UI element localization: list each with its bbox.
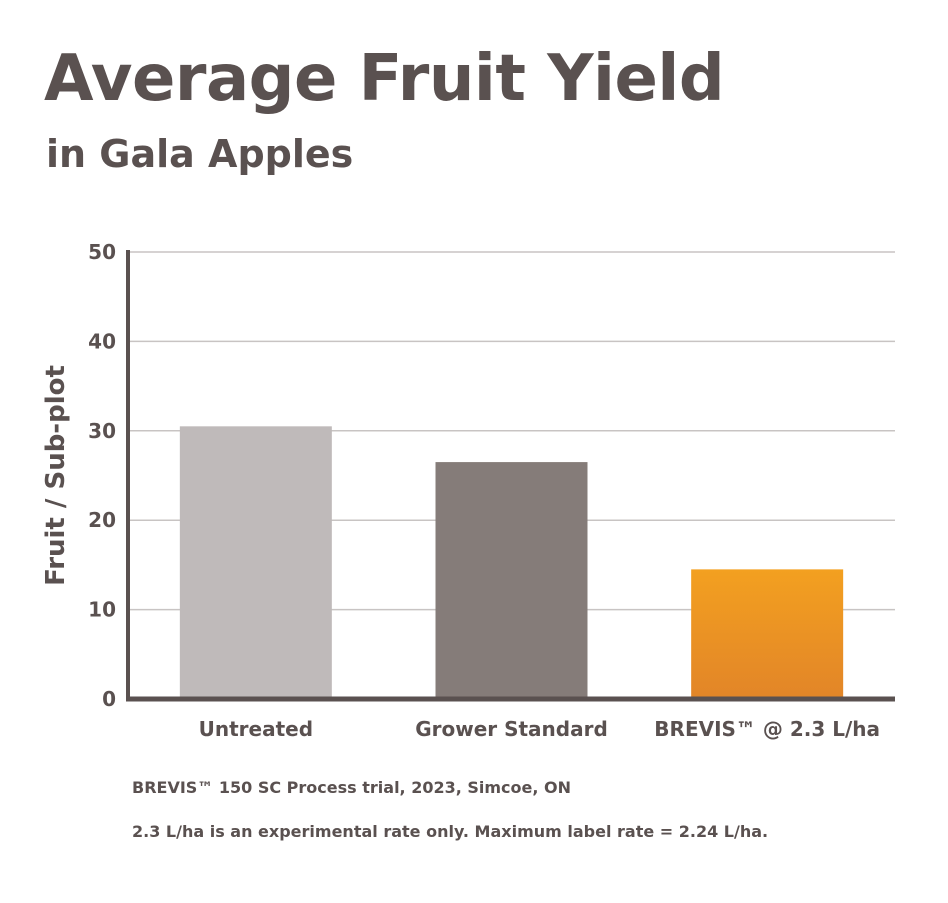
x-tick-label: Grower Standard: [415, 717, 608, 741]
y-tick-label: 0: [102, 687, 116, 711]
bars: [179, 426, 844, 699]
y-tick-label: 10: [88, 598, 116, 622]
footnote-rate: 2.3 L/ha is an experimental rate only. M…: [132, 822, 769, 841]
chart-title: Average Fruit Yield: [44, 42, 725, 116]
y-axis-title: Fruit / Sub-plot: [41, 365, 71, 586]
labels: 0 10 20 30 40 50 Untreated Grower Standard BREVI…: [41, 240, 880, 741]
axes: [126, 250, 895, 702]
footnote-trial: BREVIS™ 150 SC Process trial, 2023, Simc…: [132, 778, 572, 797]
bar-brevis: [691, 569, 844, 699]
y-tick-label: 40: [88, 329, 116, 353]
bar-untreated: [179, 426, 332, 699]
bar-grower-standard: [435, 462, 588, 699]
chart-subtitle: in Gala Apples: [46, 132, 354, 176]
y-tick-label: 50: [88, 240, 116, 264]
x-tick-label: Untreated: [199, 717, 313, 741]
y-tick-label: 30: [88, 419, 116, 443]
x-tick-label: BREVIS™ @ 2.3 L/ha: [654, 717, 880, 741]
y-tick-label: 20: [88, 508, 116, 532]
